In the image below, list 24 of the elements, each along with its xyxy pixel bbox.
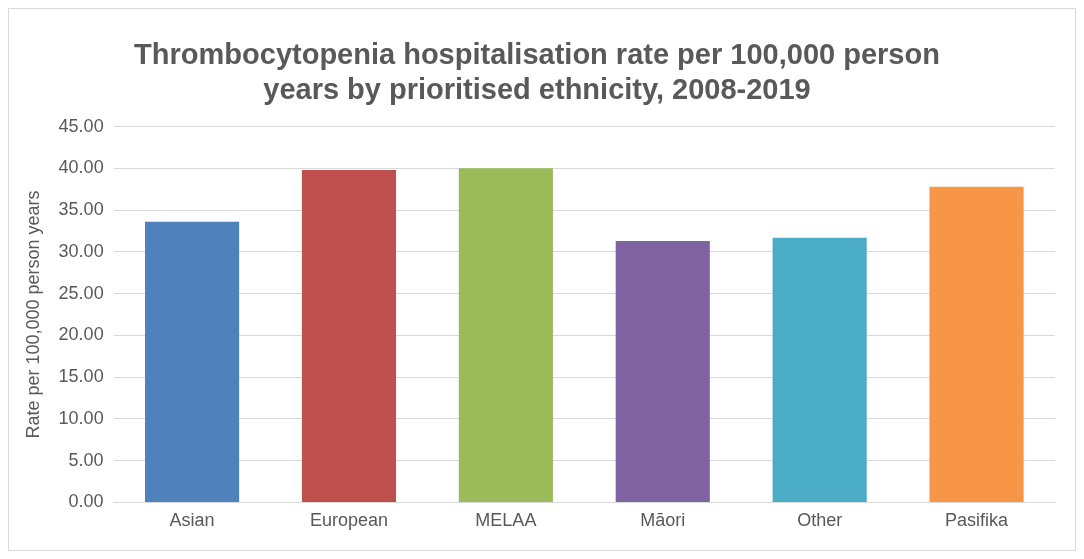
chart-title: Thrombocytopenia hospitalisation rate per 100,000 person years by prioritised ethnicity, 2008-2019 <box>134 38 940 106</box>
x-tick-label: Other <box>797 510 843 531</box>
bar <box>145 221 240 502</box>
y-tick-label: 45.00 <box>58 115 104 136</box>
y-tick-label: 15.00 <box>58 366 104 387</box>
bar <box>615 241 710 502</box>
y-tick-label: 40.00 <box>58 157 104 178</box>
y-tick-label: 20.00 <box>58 324 104 345</box>
y-tick-label: 35.00 <box>58 199 104 220</box>
x-tick-label: Asian <box>169 510 215 531</box>
bar <box>772 237 867 502</box>
bar <box>301 170 397 502</box>
x-tick-label: European <box>309 510 389 531</box>
x-tick-label: Māori <box>640 510 686 531</box>
y-tick-label: 0.00 <box>68 491 104 512</box>
bar <box>929 186 1024 502</box>
y-axis-title: Rate per 100,000 person years <box>22 190 43 439</box>
y-tick-label: 5.00 <box>68 449 104 470</box>
y-tick-label: 30.00 <box>58 240 104 261</box>
y-tick-label: 25.00 <box>58 282 104 303</box>
y-tick-label: 10.00 <box>58 407 104 428</box>
x-tick-label: Pasifika <box>945 510 1010 531</box>
x-tick-label: MELAA <box>475 510 537 531</box>
bar <box>458 168 553 502</box>
